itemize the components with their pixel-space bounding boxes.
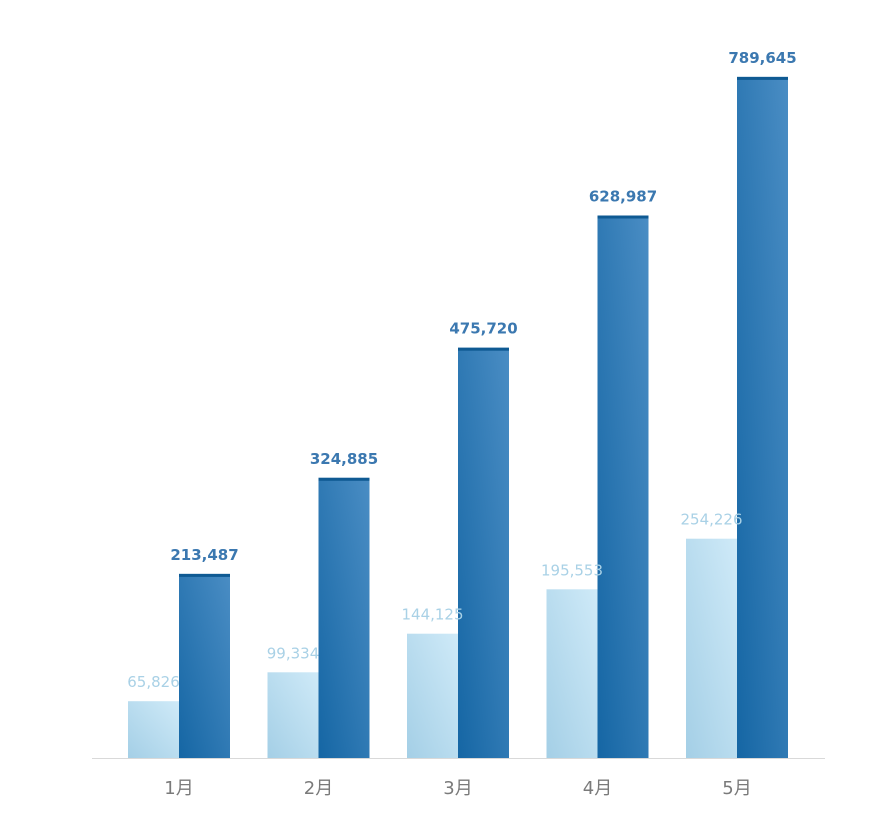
- bar-top-edge-1: [179, 573, 230, 577]
- value-label-s2-3: 475,720: [449, 320, 517, 338]
- bar-s1-4: [546, 589, 598, 758]
- x-tick-labels-group: 1月 2月 3月 4月 5月: [164, 778, 751, 799]
- x-tick-label-4: 4月: [583, 778, 612, 799]
- value-label-s1-2: 99,334: [267, 644, 320, 662]
- value-label-s2-1: 213,487: [170, 546, 238, 564]
- x-tick-label-2: 2月: [304, 778, 333, 799]
- value-label-s1-3: 144,125: [401, 606, 463, 624]
- value-labels-group: 65,826 213,487 99,334 324,885 144,125 475,720…: [127, 49, 796, 691]
- bar-s1-2: [267, 672, 319, 758]
- bar-s2-1: [179, 573, 230, 758]
- bar-s2-5: [737, 76, 788, 758]
- bar-top-edge-5: [737, 76, 788, 80]
- value-label-s1-1: 65,826: [127, 673, 180, 691]
- bar-top-edge-4: [597, 215, 649, 219]
- bars-group: [128, 76, 788, 758]
- bar-s2-3: [458, 347, 509, 758]
- bar-top-edge-3: [458, 347, 509, 351]
- value-label-s2-2: 324,885: [310, 450, 378, 468]
- bar-s1-5: [686, 538, 737, 758]
- value-label-s2-5: 789,645: [728, 49, 796, 67]
- x-tick-label-3: 3月: [443, 778, 472, 799]
- bar-s2-2: [318, 477, 370, 758]
- bar-s1-1: [128, 701, 179, 758]
- value-label-s1-4: 195,553: [541, 561, 603, 579]
- x-tick-label-1: 1月: [164, 778, 193, 799]
- bar-s1-3: [407, 633, 458, 758]
- value-label-s2-4: 628,987: [589, 188, 657, 206]
- bar-top-edge-2: [318, 477, 370, 481]
- x-tick-label-5: 5月: [722, 778, 751, 799]
- value-label-s1-5: 254,226: [680, 511, 742, 529]
- bar-s2-4: [597, 215, 649, 758]
